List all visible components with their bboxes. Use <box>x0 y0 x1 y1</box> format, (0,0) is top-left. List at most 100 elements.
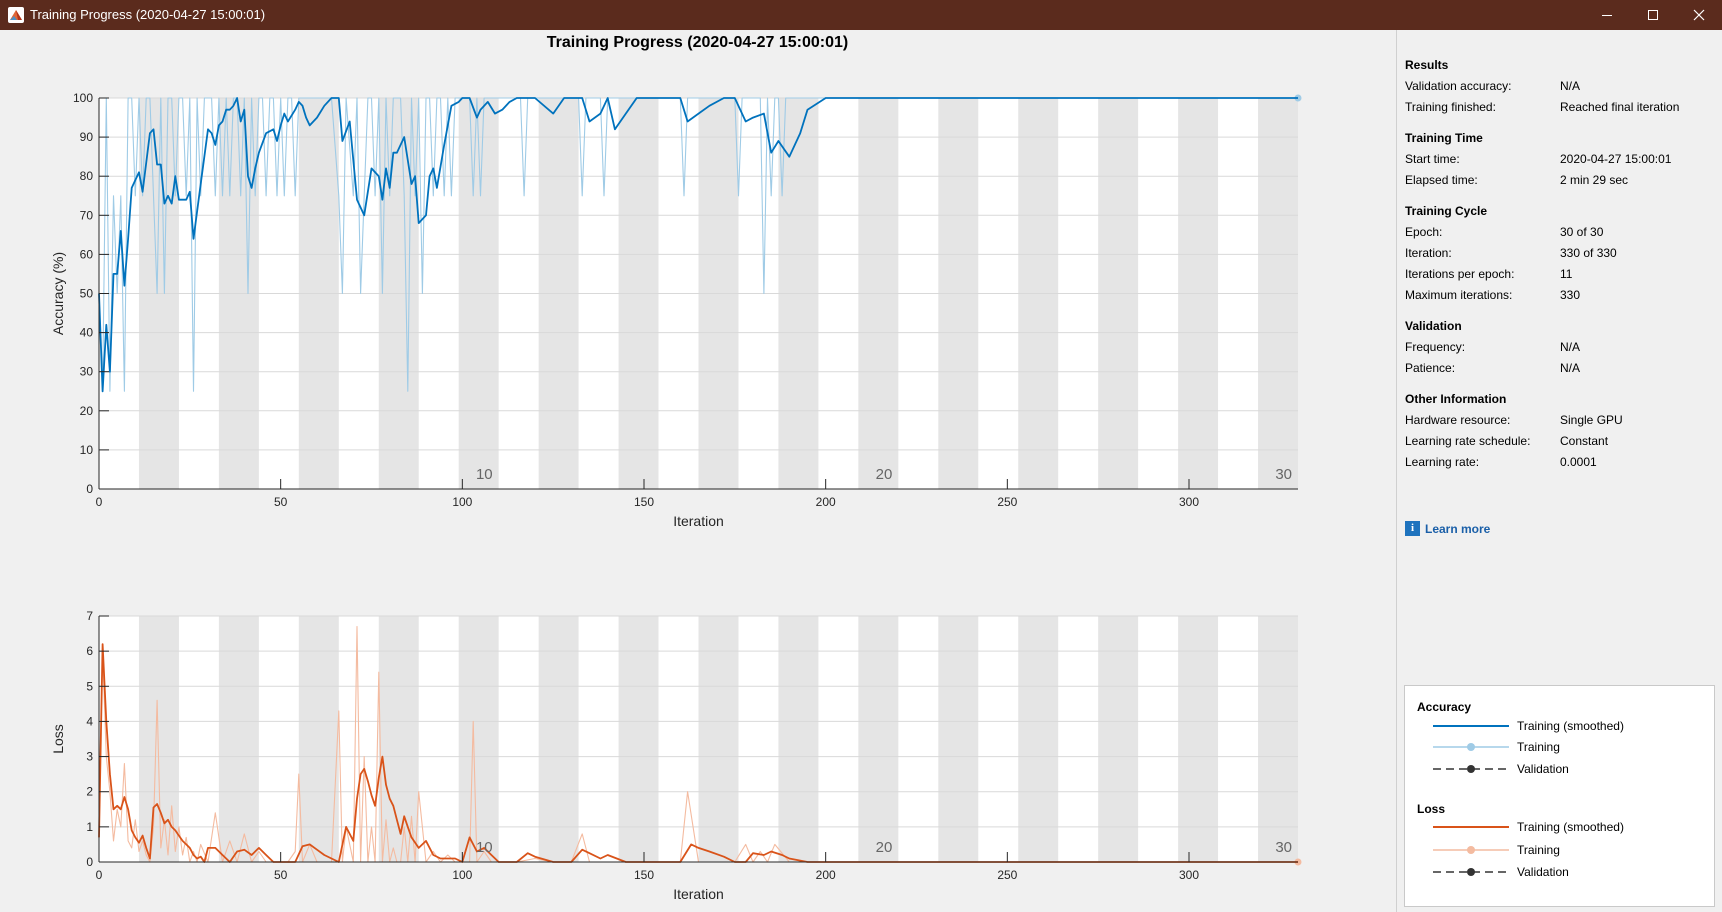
info-label: Frequency: <box>1405 340 1466 354</box>
x-axis-label: Iteration <box>673 513 724 529</box>
legend-label: Training (smoothed) <box>1517 820 1624 834</box>
accuracy-axes: 0 10 20 30 40 50 60 70 80 90 100 0 50 100 150 200 250 300… <box>50 91 1302 529</box>
x-tick-label: 0 <box>96 868 103 882</box>
accuracy-raw-line <box>98 97 1298 392</box>
info-panel: Results Validation accuracy: N/A Trainin… <box>1396 30 1722 912</box>
close-button[interactable] <box>1676 0 1722 30</box>
x-tick-label: 250 <box>997 495 1017 509</box>
legend-acc-validation: Validation <box>1433 761 1693 777</box>
y-axis-label: Accuracy (%) <box>50 252 66 335</box>
epoch-band <box>1018 616 1059 862</box>
y-tick-label: 90 <box>80 130 94 144</box>
epoch-band <box>698 616 739 862</box>
epoch-band <box>778 616 819 862</box>
info-icon: i <box>1405 521 1420 536</box>
training-cycle-head: Training Cycle <box>1405 204 1488 218</box>
epoch-band <box>858 616 899 862</box>
epoch-band <box>138 616 179 862</box>
legend-line-swatch <box>1433 846 1509 854</box>
epoch-band <box>538 616 579 862</box>
legend-loss-validation: Validation <box>1433 864 1693 880</box>
window-title: Training Progress (2020-04-27 15:00:01) <box>30 7 266 22</box>
epoch-band <box>298 616 339 862</box>
info-label: Training finished: <box>1405 100 1496 114</box>
plot-title: Training Progress (2020-04-27 15:00:01) <box>546 34 849 51</box>
legend-line-swatch <box>1433 826 1509 828</box>
epoch-band <box>1258 616 1298 862</box>
maximize-button[interactable] <box>1630 0 1676 30</box>
x-tick-label: 250 <box>997 868 1017 882</box>
lr-schedule-value: Constant <box>1560 434 1609 448</box>
epoch-label: 30 <box>1275 839 1292 856</box>
legend-label: Validation <box>1517 762 1569 776</box>
y-tick-label: 7 <box>86 609 93 623</box>
epoch-label: 20 <box>876 466 893 483</box>
learning-rate-value: 0.0001 <box>1560 455 1597 469</box>
legend-acc-raw: Training <box>1433 739 1693 755</box>
epoch-band <box>1178 616 1219 862</box>
x-tick-label: 100 <box>452 495 472 509</box>
legend-line-swatch <box>1433 725 1509 727</box>
epoch-label: 10 <box>476 466 493 483</box>
epoch-band <box>218 616 259 862</box>
x-tick-label: 100 <box>452 868 472 882</box>
y-tick-label: 0 <box>86 855 93 869</box>
y-tick-label: 50 <box>80 287 94 301</box>
start-time-value: 2020-04-27 15:00:01 <box>1560 152 1672 166</box>
x-tick-label: 300 <box>1179 868 1199 882</box>
iterations-per-epoch-value: 11 <box>1560 267 1573 281</box>
y-tick-label: 6 <box>86 644 93 658</box>
x-tick-label: 50 <box>274 868 288 882</box>
legend-label: Validation <box>1517 865 1569 879</box>
y-tick-label: 5 <box>86 679 93 693</box>
max-iterations-value: 330 <box>1560 288 1581 302</box>
minimize-icon <box>1602 15 1612 16</box>
info-label: Epoch: <box>1405 225 1443 239</box>
legend-accuracy-head: Accuracy <box>1417 700 1472 714</box>
x-axis-label: Iteration <box>673 886 724 902</box>
legend-line-swatch <box>1433 743 1509 751</box>
y-tick-label: 30 <box>80 365 94 379</box>
info-label: Validation accuracy: <box>1405 79 1512 93</box>
x-tick-label: 150 <box>634 495 654 509</box>
legend-loss-head: Loss <box>1417 802 1446 816</box>
info-label: Iteration: <box>1405 246 1452 260</box>
info-label: Learning rate schedule: <box>1405 434 1531 448</box>
info-label: Start time: <box>1405 152 1460 166</box>
y-tick-label: 80 <box>80 169 94 183</box>
epoch-label: 20 <box>876 839 893 856</box>
legend-line-swatch <box>1433 868 1509 876</box>
info-label: Elapsed time: <box>1405 173 1478 187</box>
legend-loss-raw: Training <box>1433 842 1693 858</box>
maximize-icon <box>1648 10 1658 20</box>
legend-acc-smoothed: Training (smoothed) <box>1433 718 1693 734</box>
y-tick-label: 40 <box>80 326 94 340</box>
results-head: Results <box>1405 58 1449 72</box>
x-tick-label: 150 <box>634 868 654 882</box>
close-icon <box>1693 9 1705 21</box>
window-titlebar: Training Progress (2020-04-27 15:00:01) <box>0 0 1722 30</box>
epoch-label: 30 <box>1275 466 1292 483</box>
validation-head: Validation <box>1405 319 1462 333</box>
y-tick-label: 1 <box>86 820 93 834</box>
legend-loss-smoothed: Training (smoothed) <box>1433 819 1693 835</box>
accuracy-smoothed-line <box>98 97 1298 393</box>
x-tick-label: 200 <box>816 868 836 882</box>
minimize-button[interactable] <box>1584 0 1630 30</box>
epoch-band <box>458 616 499 862</box>
x-tick-label: 200 <box>816 495 836 509</box>
learn-more-label: Learn more <box>1425 521 1491 536</box>
epoch-label: 10 <box>476 839 493 856</box>
training-finished-value: Reached final iteration <box>1560 100 1680 114</box>
training-time-head: Training Time <box>1405 131 1483 145</box>
validation-accuracy-value: N/A <box>1560 79 1581 93</box>
y-tick-label: 60 <box>80 247 94 261</box>
hardware-resource-value: Single GPU <box>1560 413 1623 427</box>
y-tick-label: 0 <box>86 482 93 496</box>
learn-more-link[interactable]: i Learn more <box>1405 521 1490 536</box>
epoch-band <box>938 616 979 862</box>
y-tick-label: 100 <box>73 91 93 105</box>
plots-area: Training Progress (2020-04-27 15:00:01) … <box>0 30 1395 912</box>
y-tick-label: 4 <box>86 714 93 728</box>
